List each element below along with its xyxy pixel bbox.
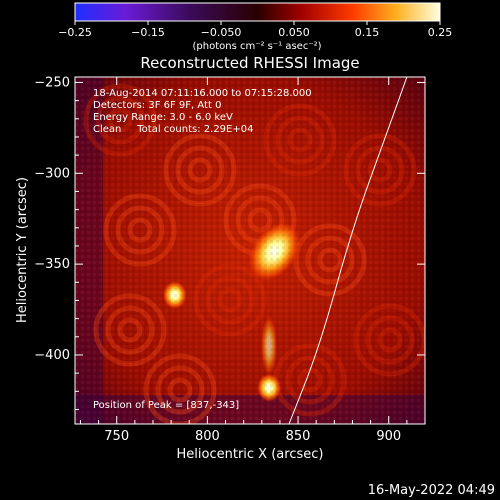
colorbar	[75, 3, 440, 21]
colorbar-ticks	[74, 21, 441, 25]
info-block: 18-Aug-2014 07:11:16.000 to 07:15:28.000…	[93, 88, 312, 135]
colorbar-tick-label: 0.050	[278, 26, 310, 39]
x-tick-label: 750	[104, 429, 129, 444]
x-tick-label: 900	[376, 429, 401, 444]
chart-title: Reconstructed RHESSI Image	[140, 54, 359, 72]
x-tick-label: 850	[286, 429, 311, 444]
info-clean: Clean Total counts: 2.29E+04	[93, 124, 253, 135]
x-ticks	[79, 77, 426, 424]
colorbar-units: (photons cm⁻² s⁻¹ asec⁻²)	[192, 41, 321, 52]
solar-limb-line	[288, 77, 408, 424]
x-tick-labels: 750 800 850 900	[104, 429, 401, 444]
y-tick-label: −300	[34, 166, 70, 181]
image-area	[75, 77, 425, 424]
plot-frame	[74, 76, 426, 425]
info-time: 18-Aug-2014 07:11:16.000 to 07:15:28.000	[93, 88, 312, 99]
colorbar-tick-labels: −0.25 −0.15 −0.050 0.050 0.15 0.25	[58, 26, 452, 39]
peak-position: Position of Peak = [837,-343]	[93, 400, 239, 411]
colorbar-tick-label: −0.15	[131, 26, 165, 39]
colorbar-tick-label: 0.15	[355, 26, 380, 39]
y-tick-label: −350	[34, 257, 70, 272]
timestamp: 16-May-2022 04:49	[368, 483, 495, 498]
info-energy: Energy Range: 3.0 - 6.0 keV	[93, 112, 233, 123]
colorbar-tick-label: −0.25	[58, 26, 92, 39]
colorbar-frame	[74, 2, 441, 22]
y-ticks	[75, 81, 425, 410]
x-tick-label: 800	[195, 429, 220, 444]
x-axis-label: Heliocentric X (arcsec)	[177, 447, 324, 462]
colorbar-tick-label: 0.25	[428, 26, 453, 39]
y-axis-label: Heliocentric Y (arcsec)	[15, 177, 30, 323]
y-tick-label: −250	[34, 75, 70, 90]
y-tick-label: −400	[34, 348, 70, 363]
y-tick-labels: −250 −300 −350 −400	[34, 75, 70, 363]
colorbar-tick-label: −0.050	[201, 26, 242, 39]
info-detectors: Detectors: 3F 6F 9F, Att 0	[93, 100, 221, 111]
pixel-texture	[75, 77, 425, 424]
